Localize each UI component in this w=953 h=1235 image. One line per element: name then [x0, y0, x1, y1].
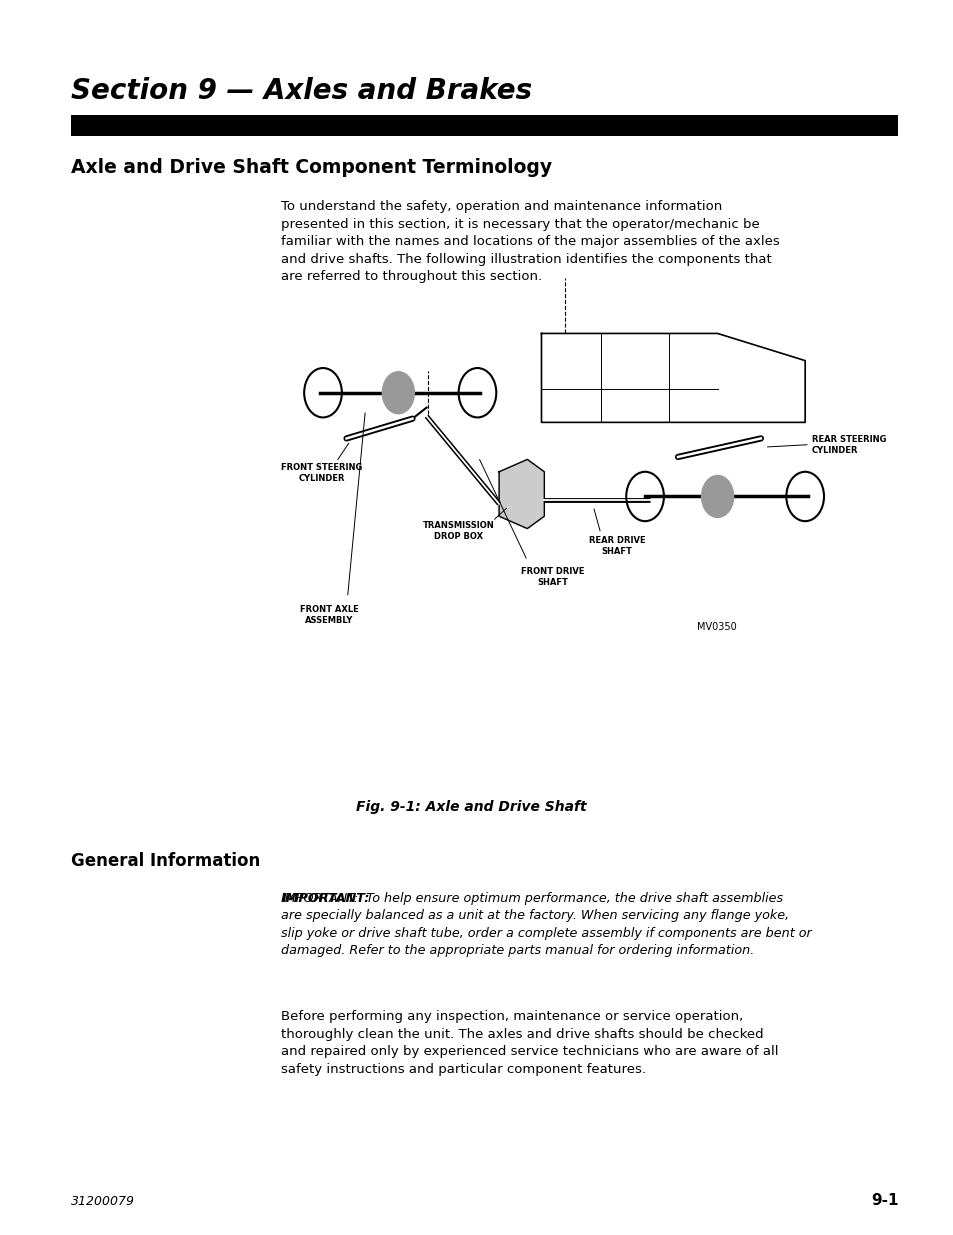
Text: 9-1: 9-1 [870, 1193, 898, 1208]
Text: Section 9 — Axles and Brakes: Section 9 — Axles and Brakes [71, 77, 532, 105]
Text: REAR STEERING
CYLINDER: REAR STEERING CYLINDER [811, 435, 885, 454]
Text: MV0350: MV0350 [696, 622, 736, 632]
Polygon shape [498, 459, 544, 529]
Text: IMPORTANT:  To help ensure optimum performance, the drive shaft assemblies
are s: IMPORTANT: To help ensure optimum perfor… [281, 892, 811, 957]
Text: REAR DRIVE
SHAFT: REAR DRIVE SHAFT [588, 536, 644, 556]
Text: To understand the safety, operation and maintenance information
presented in thi: To understand the safety, operation and … [281, 200, 780, 283]
Circle shape [382, 372, 414, 414]
FancyBboxPatch shape [71, 115, 898, 136]
Text: General Information: General Information [71, 852, 260, 871]
Text: FRONT DRIVE
SHAFT: FRONT DRIVE SHAFT [520, 567, 584, 587]
Text: Axle and Drive Shaft Component Terminology: Axle and Drive Shaft Component Terminolo… [71, 158, 552, 177]
Text: TRANSMISSION
DROP BOX: TRANSMISSION DROP BOX [422, 521, 494, 541]
Text: IMPORTANT:: IMPORTANT: [281, 892, 370, 905]
Circle shape [700, 475, 733, 517]
Text: Fig. 9-1: Axle and Drive Shaft: Fig. 9-1: Axle and Drive Shaft [355, 800, 585, 814]
Text: FRONT AXLE
ASSEMBLY: FRONT AXLE ASSEMBLY [300, 605, 358, 625]
Text: Before performing any inspection, maintenance or service operation,
thoroughly c: Before performing any inspection, mainte… [281, 1010, 778, 1076]
Text: FRONT STEERING
CYLINDER: FRONT STEERING CYLINDER [281, 463, 362, 483]
Text: 31200079: 31200079 [71, 1194, 135, 1208]
